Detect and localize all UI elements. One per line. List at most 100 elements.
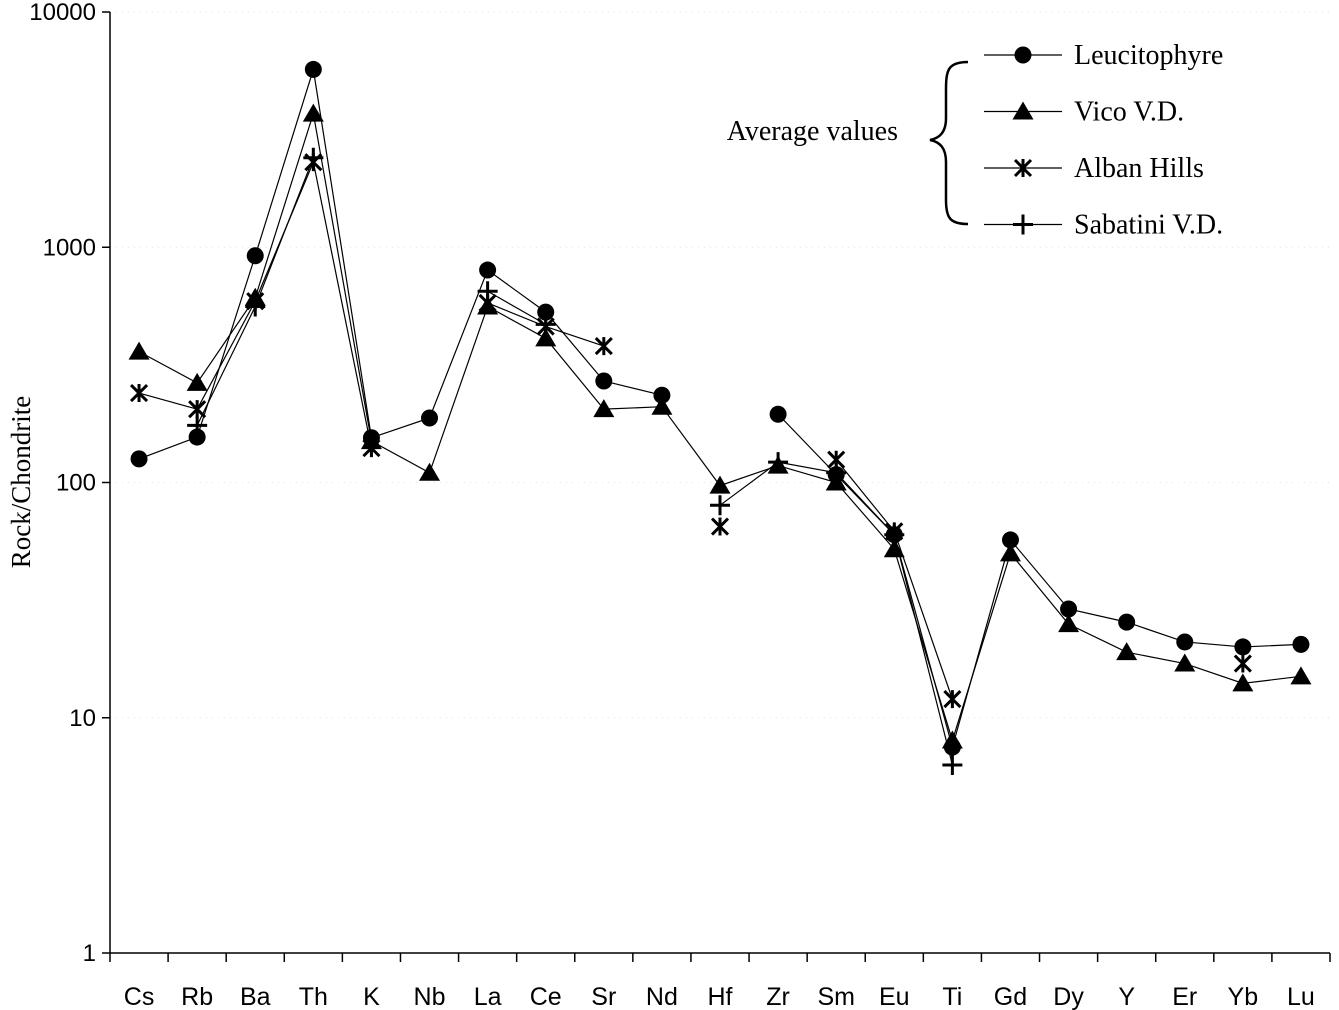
data-point [595, 372, 613, 390]
data-point [653, 386, 671, 404]
x-tick-label: Ti [942, 983, 962, 1010]
legend-item: Alban Hills [984, 153, 1204, 184]
data-point [362, 439, 381, 458]
series-line [835, 459, 953, 700]
data-point [999, 543, 1021, 562]
x-tick-label: Er [1172, 983, 1197, 1010]
x-tick-label: Hf [708, 983, 733, 1010]
data-point [1176, 633, 1194, 651]
data-point [477, 281, 498, 302]
series-sabatini-v-d [187, 147, 963, 775]
x-tick-label: Eu [879, 983, 910, 1010]
data-point [1174, 653, 1196, 672]
y-tick-label: 100 [56, 470, 96, 497]
data-point [593, 399, 615, 418]
x-tick-label: Zr [766, 983, 790, 1010]
legend-item: Vico V.D. [984, 97, 1184, 128]
data-point [246, 247, 264, 265]
data-point [303, 147, 324, 168]
data-point [1290, 666, 1312, 685]
x-tick-label: Sr [591, 983, 616, 1010]
x-tick-label: Ba [240, 983, 271, 1010]
y-tick-label: 1000 [43, 234, 96, 261]
x-tick-label: Sm [817, 983, 855, 1010]
data-point [941, 730, 963, 749]
data-point [479, 261, 497, 279]
legend-marker [1013, 214, 1033, 235]
y-tick-label: 10000 [29, 0, 96, 26]
data-point [1116, 642, 1138, 661]
data-point [186, 372, 208, 391]
data-point [1118, 613, 1136, 631]
legend-label: Alban Hills [1074, 153, 1204, 184]
legend-marker [1013, 158, 1033, 178]
series-line [719, 461, 953, 766]
data-point [651, 396, 673, 415]
legend-marker [1014, 46, 1032, 64]
data-point [535, 314, 556, 335]
x-tick-label: La [474, 983, 502, 1010]
x-tick-label: Yb [1228, 983, 1259, 1010]
data-point [710, 495, 730, 516]
legend-label: Vico V.D. [1074, 97, 1184, 128]
data-point [1233, 654, 1252, 673]
data-point [1060, 600, 1078, 618]
data-point [129, 383, 149, 403]
x-tick-label: Y [1118, 983, 1135, 1010]
series-line [777, 413, 1301, 750]
data-point [710, 517, 730, 536]
data-point [1292, 635, 1310, 653]
y-axis-ticks: 1 10 100 1000 10000 [29, 0, 110, 967]
data-point [304, 60, 322, 78]
data-point [883, 539, 905, 558]
data-point [1234, 638, 1252, 656]
series-line [487, 290, 547, 325]
data-point [942, 754, 963, 775]
data-point [419, 462, 441, 481]
data-point [709, 475, 731, 494]
x-tick-label: Ce [530, 983, 562, 1010]
legend-brace [929, 60, 969, 226]
x-tick-label: Nb [414, 983, 446, 1010]
x-tick-label: Th [299, 983, 328, 1010]
data-point [245, 296, 266, 317]
legend: Average values Leucitophyre Vico V.D. Alba… [727, 40, 1224, 241]
data-point [188, 428, 206, 446]
data-point [1001, 531, 1019, 549]
y-tick-label: 1 [83, 940, 96, 967]
x-tick-label: Rb [181, 983, 213, 1010]
series-vico-v-d [128, 103, 1312, 749]
data-point [302, 103, 324, 122]
legend-label: Sabatini V.D. [1074, 210, 1223, 241]
data-point [826, 462, 847, 483]
legend-item: Leucitophyre [984, 40, 1223, 71]
data-point [130, 450, 148, 468]
data-point [537, 303, 555, 321]
data-point [1058, 614, 1080, 633]
x-tick-label: Gd [994, 983, 1027, 1010]
x-axis-ticks: Cs Rb Ba Th K Nb La Ce Sr Nd Hf Zr Sm Eu Ti Gd Dy Y Er Yb Lu [109, 953, 1331, 1010]
data-point [884, 524, 905, 545]
data-point [594, 337, 613, 356]
legend-marker [1012, 101, 1034, 120]
data-point [187, 415, 208, 436]
x-tick-label: Cs [124, 983, 155, 1010]
series-group [128, 60, 1312, 775]
x-tick-label: K [363, 983, 380, 1010]
data-point [535, 328, 557, 347]
data-point [128, 341, 150, 360]
data-point [421, 409, 439, 427]
y-tick-label: 10 [69, 705, 96, 732]
legend-item: Sabatini V.D. [984, 210, 1223, 241]
legend-label: Leucitophyre [1074, 40, 1223, 71]
series-line [138, 69, 663, 460]
x-tick-label: Nd [646, 983, 678, 1010]
data-point [1232, 673, 1254, 692]
data-point [768, 452, 789, 473]
data-point [769, 405, 787, 423]
x-tick-label: Lu [1287, 983, 1315, 1010]
data-point [943, 690, 962, 709]
y-axis-label: Rock/Chondrite [6, 396, 36, 568]
legend-title: Average values [727, 116, 898, 147]
